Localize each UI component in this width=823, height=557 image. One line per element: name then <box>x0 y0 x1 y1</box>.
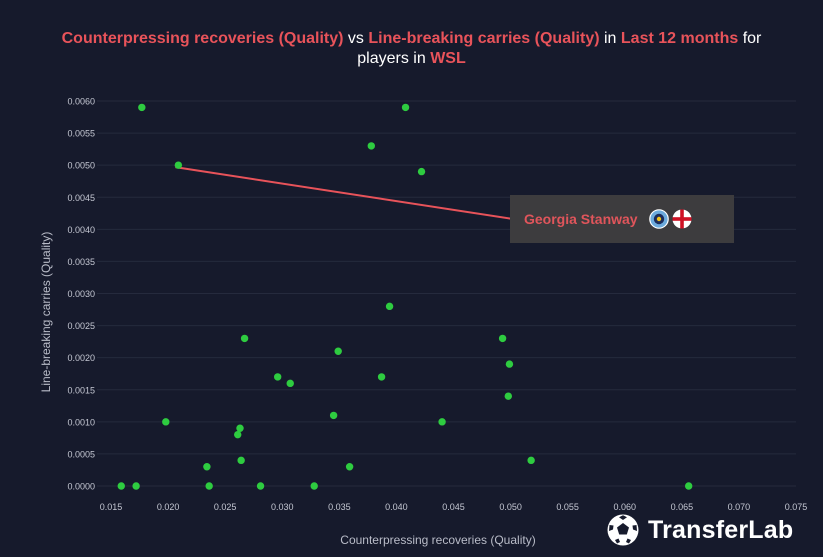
title-line-2: players in WSL <box>0 49 823 69</box>
highlight-connector <box>175 166 514 220</box>
data-point <box>367 142 375 150</box>
england-flag-icon <box>672 209 692 229</box>
title-metric-y: Counterpressing recoveries (Quality) <box>61 30 344 47</box>
player-tooltip: Georgia Stanway <box>510 195 734 243</box>
data-point <box>273 373 282 381</box>
data-point <box>203 463 211 471</box>
x-tick-label: 0.065 <box>671 502 694 512</box>
data-point <box>236 424 244 432</box>
transferlab-logo: TransferLab <box>606 512 793 548</box>
data-point <box>438 418 446 426</box>
data-point <box>286 379 294 388</box>
x-tick-label: 0.045 <box>442 502 465 512</box>
data-point <box>504 392 512 400</box>
data-point <box>138 103 146 112</box>
data-point <box>132 482 140 490</box>
highlight-line <box>175 166 514 220</box>
data-point <box>205 482 213 490</box>
y-tick-label: 0.0035 <box>67 257 95 267</box>
x-tick-label: 0.070 <box>728 502 751 512</box>
data-point <box>527 456 535 465</box>
x-tick-label: 0.015 <box>100 502 123 512</box>
x-tick-label: 0.040 <box>385 502 408 512</box>
y-axis-label: Line-breaking carries (Quality) <box>39 232 53 393</box>
club-crest-icon <box>648 209 669 229</box>
football-icon <box>607 514 639 546</box>
title-period: Last 12 months <box>620 30 739 47</box>
x-tick-label: 0.055 <box>556 502 579 512</box>
data-point <box>237 456 245 465</box>
title-for: for <box>738 30 762 47</box>
data-point <box>334 347 342 355</box>
y-tick-label: 0.0055 <box>67 129 95 139</box>
data-point <box>162 418 170 426</box>
data-point <box>505 360 514 368</box>
data-point <box>310 482 318 490</box>
title-metric-x: Line-breaking carries (Quality) <box>368 30 600 47</box>
chart-title: Counterpressing recoveries (Quality) vs … <box>0 29 823 69</box>
y-tick-label: 0.0025 <box>67 321 95 331</box>
data-point <box>174 161 183 169</box>
x-axis-label: Counterpressing recoveries (Quality) <box>340 533 535 547</box>
data-point <box>417 167 426 176</box>
data-point <box>345 463 354 471</box>
y-tick-label: 0.0005 <box>67 449 95 459</box>
data-point <box>117 482 125 490</box>
brand-name: TransferLab <box>648 515 794 544</box>
y-tick-label: 0.0045 <box>67 193 95 203</box>
y-tick-label: 0.0060 <box>67 97 95 107</box>
y-tick-label: 0.0015 <box>67 385 95 395</box>
gridlines <box>97 100 796 487</box>
x-tick-label: 0.020 <box>157 502 180 512</box>
y-tick-label: 0.0000 <box>67 482 95 492</box>
data-points <box>117 103 693 490</box>
x-tick-label: 0.050 <box>499 502 522 512</box>
x-tick-label: 0.025 <box>214 502 237 512</box>
title-players-in: players in <box>357 50 431 67</box>
x-tick-label: 0.035 <box>328 502 351 512</box>
data-point <box>385 302 394 311</box>
data-point <box>377 373 386 381</box>
y-tick-labels: 0.0000 0.0005 0.0010 0.0015 0.0020 0.0025 0.00… <box>67 97 95 492</box>
x-tick-label: 0.030 <box>271 502 294 512</box>
data-point <box>684 482 693 490</box>
x-tick-labels: 0.015 0.020 0.025 0.030 0.035 0.040 0.045 0.050… <box>100 502 808 512</box>
title-league: WSL <box>430 50 466 67</box>
y-tick-label: 0.0020 <box>67 353 95 363</box>
title-vs: vs <box>343 30 369 47</box>
x-tick-label: 0.060 <box>613 502 636 512</box>
y-tick-label: 0.0040 <box>67 225 95 235</box>
tooltip-player-name: Georgia Stanway <box>524 211 638 227</box>
y-tick-label: 0.0050 <box>67 161 95 171</box>
data-point <box>256 482 265 490</box>
data-point <box>329 411 338 420</box>
y-tick-label: 0.0030 <box>67 289 95 299</box>
data-point <box>234 430 242 439</box>
data-point <box>240 334 249 343</box>
title-in: in <box>599 30 621 47</box>
x-tick-label: 0.075 <box>785 502 808 512</box>
title-line-1: Counterpressing recoveries (Quality) vs … <box>0 29 823 49</box>
y-tick-label: 0.0010 <box>67 417 95 427</box>
data-point <box>401 103 410 112</box>
data-point <box>498 334 507 343</box>
